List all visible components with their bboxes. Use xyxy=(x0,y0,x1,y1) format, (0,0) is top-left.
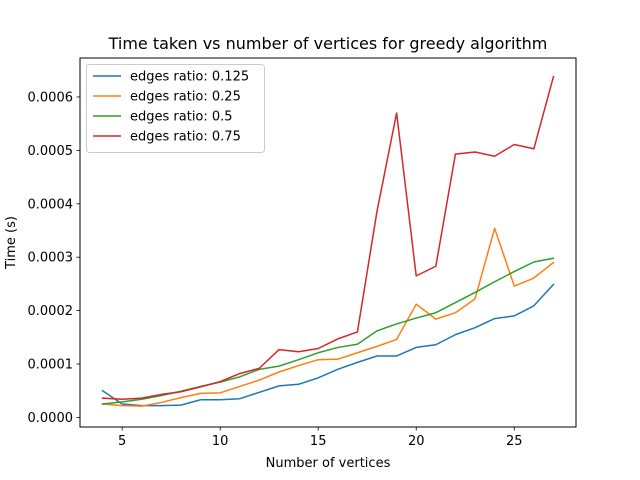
legend-frame xyxy=(86,64,265,153)
y-tick-label: 0.0005 xyxy=(28,144,74,159)
y-axis-ticks: 0.0000 0.0001 0.0002 0.0003 0.0004 0.0005 0.00… xyxy=(28,90,80,426)
legend-label: edges ratio: 0.25 xyxy=(130,90,241,105)
x-tick-label: 20 xyxy=(408,434,425,449)
x-tick-label: 5 xyxy=(118,434,126,449)
y-tick-label: 0.0002 xyxy=(28,304,74,319)
plot-area-frame xyxy=(79,57,577,428)
series-line-4 xyxy=(101,75,555,400)
legend-label: edges ratio: 0.125 xyxy=(130,70,249,85)
legend: edges ratio: 0.125 edges ratio: 0.25 edges… xyxy=(86,64,265,153)
legend-label: edges ratio: 0.5 xyxy=(130,110,233,125)
y-tick-label: 0.0000 xyxy=(28,411,74,426)
series-line-2 xyxy=(101,227,555,407)
y-tick-label: 0.0004 xyxy=(28,197,74,212)
series-layer xyxy=(101,75,555,407)
x-tick-label: 25 xyxy=(506,434,523,449)
y-tick-label: 0.0001 xyxy=(28,357,74,372)
y-tick-label: 0.0003 xyxy=(28,251,74,266)
legend-label: edges ratio: 0.75 xyxy=(130,130,241,145)
legend-entries: edges ratio: 0.125 edges ratio: 0.25 edges… xyxy=(93,70,249,145)
x-tick-label: 15 xyxy=(310,434,327,449)
x-tick-label: 10 xyxy=(212,434,229,449)
x-axis-label: Number of vertices xyxy=(266,456,391,471)
chart-title: Time taken vs number of vertices for gre… xyxy=(108,34,548,53)
y-axis-label: Time (s) xyxy=(4,216,19,270)
x-axis-ticks: 5 10 15 20 25 xyxy=(118,427,523,449)
series-line-1 xyxy=(101,283,555,407)
y-tick-label: 0.0006 xyxy=(28,90,74,105)
